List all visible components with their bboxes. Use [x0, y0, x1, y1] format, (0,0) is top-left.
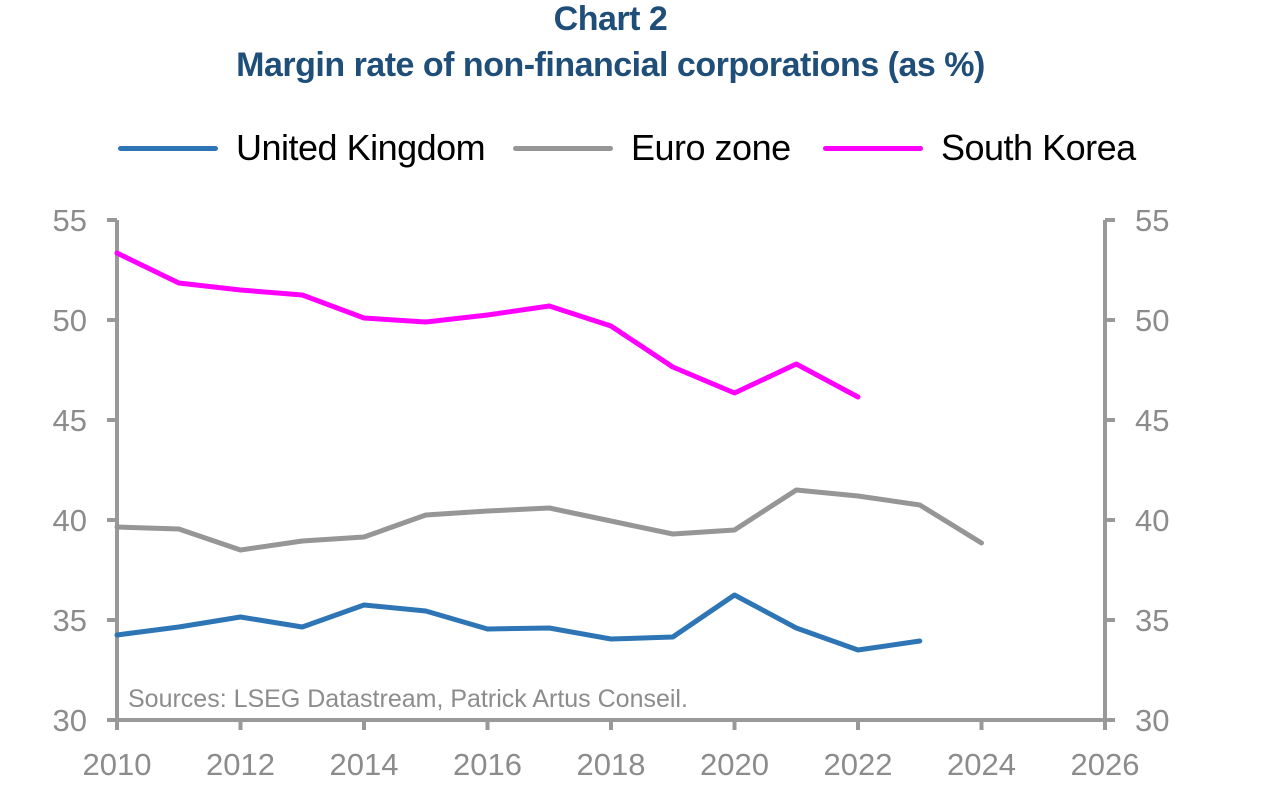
y-tick-label-left: 50: [53, 303, 87, 338]
y-tick-label-left: 55: [53, 203, 87, 238]
x-tick-label: 2014: [330, 747, 399, 782]
chart-title: Chart 2: [553, 0, 668, 38]
legend-item-united-kingdom: United Kingdom: [118, 126, 486, 170]
series-group: [114, 250, 984, 653]
y-tick-label-left: 30: [53, 703, 87, 738]
y-tick-label-left: 40: [53, 503, 87, 538]
x-tick-label: 2018: [577, 747, 646, 782]
y-tick-label-right: 50: [1135, 303, 1169, 338]
y-tick-label-left: 45: [53, 403, 87, 438]
legend: United Kingdom Euro zone South Korea: [0, 126, 1281, 170]
y-tick-label-right: 30: [1135, 703, 1169, 738]
legend-swatch: [513, 145, 613, 151]
legend-label: United Kingdom: [236, 127, 486, 168]
series-line-south-korea: [114, 250, 861, 400]
y-tick-label-right: 45: [1135, 403, 1169, 438]
source-note: Sources: LSEG Datastream, Patrick Artus …: [128, 685, 688, 713]
legend-label: South Korea: [941, 127, 1136, 168]
chart-subtitle: Margin rate of non-financial corporation…: [236, 46, 985, 84]
legend-item-south-korea: South Korea: [823, 126, 1136, 170]
legend-swatch: [823, 145, 923, 151]
x-tick-label: 2024: [947, 747, 1016, 782]
x-tick-label: 2016: [453, 747, 522, 782]
y-tick-label-right: 55: [1135, 203, 1169, 238]
y-tick-label-right: 35: [1135, 603, 1169, 638]
y-tick-label-left: 35: [53, 603, 87, 638]
legend-item-euro-zone: Euro zone: [513, 126, 791, 170]
x-tick-label: 2020: [700, 747, 769, 782]
series-line-euro-zone: [114, 487, 984, 553]
x-tick-label: 2022: [824, 747, 893, 782]
series-line-united-kingdom: [114, 592, 923, 653]
x-tick-label: 2010: [83, 747, 152, 782]
legend-label: Euro zone: [631, 127, 791, 168]
axes: 30 30 35 35 40 40 45 45 50 50 55 55 2010 2012 2014 2016…: [53, 203, 1170, 782]
y-tick-label-right: 40: [1135, 503, 1169, 538]
x-tick-label: 2012: [206, 747, 275, 782]
x-tick-label: 2026: [1071, 747, 1140, 782]
legend-swatch: [118, 145, 218, 151]
